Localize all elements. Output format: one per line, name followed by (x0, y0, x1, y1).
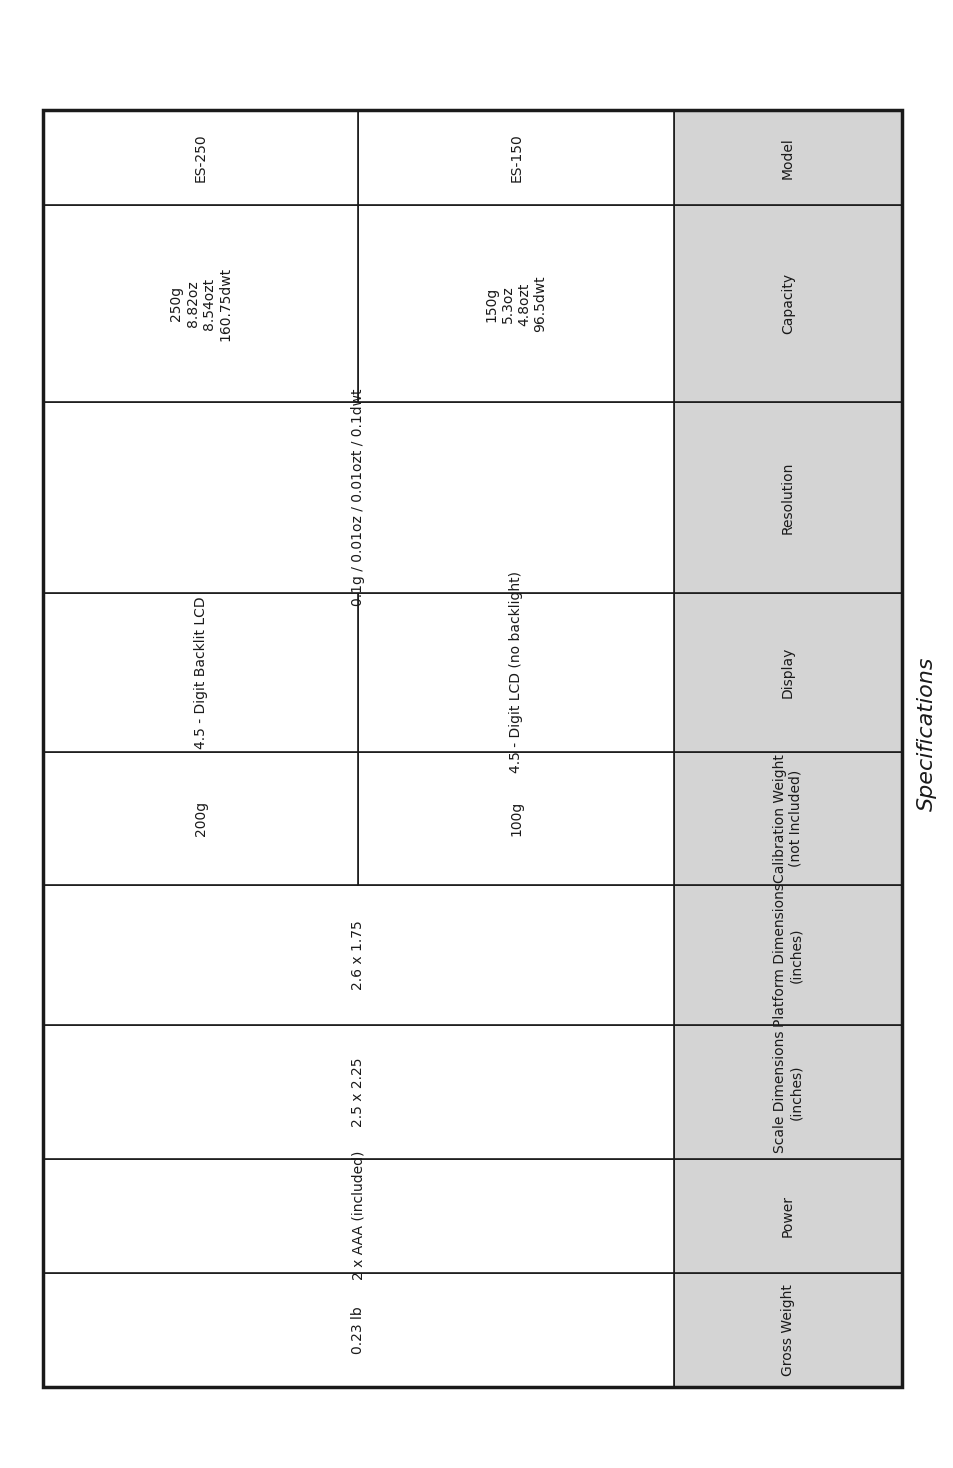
Text: 0.1g / 0.01oz / 0.01ozt / 0.1dwt: 0.1g / 0.01oz / 0.01ozt / 0.1dwt (351, 389, 365, 606)
Bar (43, 1273, 673, 1387)
Bar (358, 206, 673, 402)
Bar (43, 1025, 673, 1158)
Text: ES-250: ES-250 (193, 134, 208, 182)
Bar (43, 593, 358, 752)
Text: 2 x AAA (included): 2 x AAA (included) (351, 1151, 365, 1280)
Text: Specifications: Specifications (917, 656, 936, 812)
Bar (358, 593, 673, 752)
Bar (673, 752, 901, 885)
Bar (43, 206, 358, 402)
Text: Display: Display (780, 647, 794, 699)
Bar (673, 1158, 901, 1273)
Text: 100g: 100g (509, 802, 522, 837)
Bar (358, 110, 673, 206)
Bar (673, 110, 901, 206)
Text: Capacity: Capacity (780, 273, 794, 335)
Text: Resolution: Resolution (780, 461, 794, 534)
Text: Model: Model (780, 137, 794, 179)
Text: Power: Power (780, 1195, 794, 1236)
Bar (673, 402, 901, 593)
Text: 2.6 x 1.75: 2.6 x 1.75 (351, 920, 365, 989)
Text: Scale Dimensions
(inches): Scale Dimensions (inches) (772, 1031, 802, 1152)
Bar (43, 110, 901, 1387)
Bar (673, 1025, 901, 1158)
Bar (43, 402, 673, 593)
Bar (673, 206, 901, 402)
Text: 4.5 - Digit Backlit LCD: 4.5 - Digit Backlit LCD (193, 596, 208, 749)
Bar (358, 752, 673, 885)
Text: ES-150: ES-150 (509, 134, 522, 182)
Text: Platform Dimensions
(inches): Platform Dimensions (inches) (772, 884, 802, 1028)
Text: 200g: 200g (193, 802, 208, 837)
Text: 2.5 x 2.25: 2.5 x 2.25 (351, 1057, 365, 1126)
Text: 250g
8.82oz
8.54ozt
160.75dwt: 250g 8.82oz 8.54ozt 160.75dwt (170, 267, 232, 341)
Bar (43, 752, 358, 885)
Text: 0.23 lb: 0.23 lb (351, 1307, 365, 1353)
Bar (673, 885, 901, 1025)
Bar (43, 1158, 673, 1273)
Text: 150g
5.3oz
4.8ozt
96.5dwt: 150g 5.3oz 4.8ozt 96.5dwt (484, 276, 547, 332)
Bar (673, 1273, 901, 1387)
Text: 4.5 - Digit LCD (no backlight): 4.5 - Digit LCD (no backlight) (509, 571, 522, 774)
Text: Gross Weight: Gross Weight (780, 1284, 794, 1376)
Bar (43, 110, 358, 206)
Bar (673, 593, 901, 752)
Bar (43, 885, 673, 1025)
Text: Calibration Weight
(not Included): Calibration Weight (not Included) (772, 755, 802, 884)
